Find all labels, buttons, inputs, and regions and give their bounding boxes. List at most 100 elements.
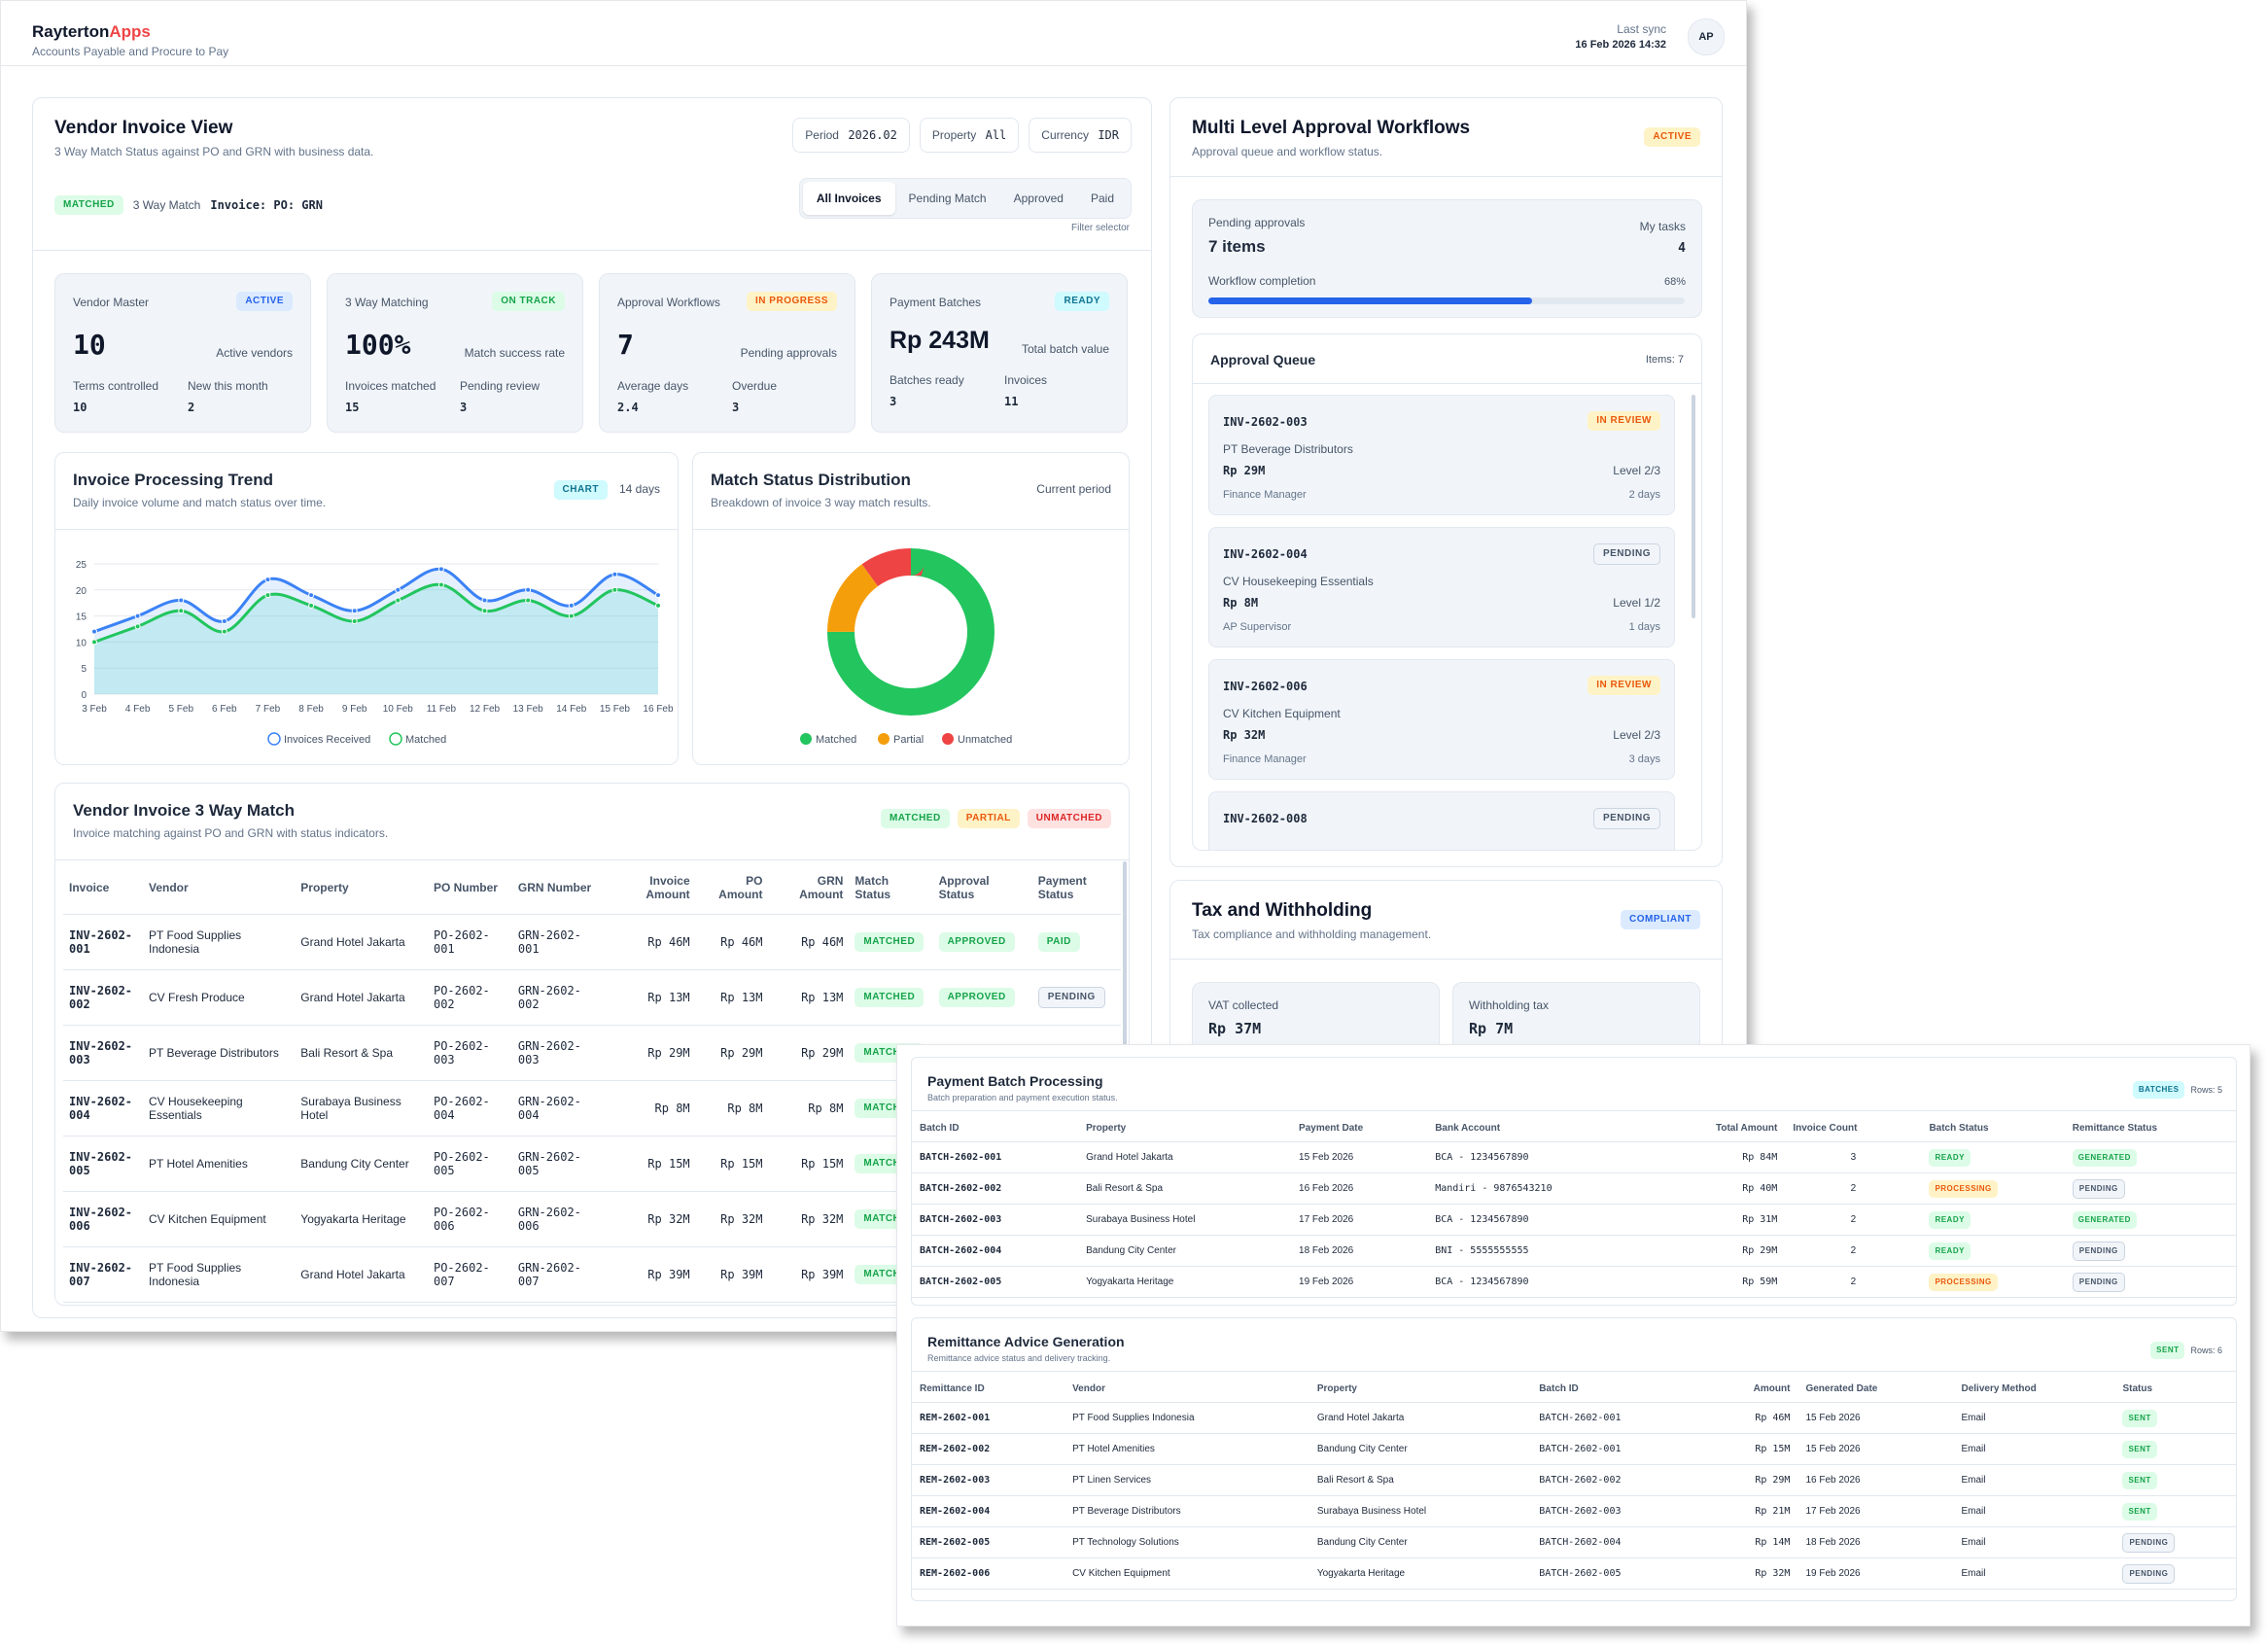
data-point[interactable] xyxy=(481,608,488,614)
data-point[interactable] xyxy=(178,608,185,614)
column-header[interactable]: Invoice Count xyxy=(1785,1114,1922,1142)
data-point[interactable] xyxy=(308,592,315,599)
column-header[interactable]: Match Status xyxy=(849,861,933,915)
column-header[interactable]: Invoice Amount xyxy=(603,861,696,915)
queue-list[interactable]: INV-2602-003 IN REVIEW PT Beverage Distrib… xyxy=(1208,395,1675,850)
column-header[interactable]: Payment Date xyxy=(1291,1114,1428,1142)
table-row[interactable]: INV-2602-002 CV Fresh Produce Grand Hotel … xyxy=(63,969,1121,1026)
kpi-3-way-matching[interactable]: 3 Way Matching ON TRACK 100% Match succe… xyxy=(327,273,583,433)
data-point[interactable] xyxy=(351,608,358,614)
data-point[interactable] xyxy=(481,597,488,604)
column-header[interactable]: Property xyxy=(1078,1114,1292,1142)
column-header[interactable]: Bank Account xyxy=(1427,1114,1654,1142)
column-header[interactable]: Batch ID xyxy=(912,1114,1079,1142)
column-header[interactable]: Status xyxy=(2114,1375,2236,1403)
column-header[interactable]: Batch ID xyxy=(1531,1375,1705,1403)
data-point[interactable] xyxy=(655,592,661,599)
column-header[interactable]: Amount xyxy=(1704,1375,1798,1403)
column-header[interactable]: Generated Date xyxy=(1797,1375,1954,1403)
kpi-approval-workflows[interactable]: Approval Workflows IN PROGRESS 7 Pending… xyxy=(599,273,855,433)
column-header[interactable]: Remittance ID xyxy=(912,1375,1065,1403)
legend-label[interactable]: Unmatched xyxy=(958,734,1012,746)
data-point[interactable] xyxy=(525,586,532,593)
table-row[interactable]: INV-2602-007 PT Food Supplies Indonesia Gr… xyxy=(63,1246,1121,1303)
table-row[interactable]: INV-2602-001 PT Food Supplies Indonesia Gr… xyxy=(63,914,1121,970)
avatar[interactable]: AP xyxy=(1688,18,1725,55)
data-point[interactable] xyxy=(437,566,444,573)
donut-slice[interactable] xyxy=(827,548,994,716)
column-header[interactable]: Property xyxy=(295,861,428,915)
data-point[interactable] xyxy=(525,597,532,604)
legend-label[interactable]: Matched xyxy=(816,734,856,746)
table-row[interactable]: BATCH-2602-001 Grand Hotel Jakarta 15 Feb … xyxy=(912,1141,2236,1173)
data-point[interactable] xyxy=(221,617,227,624)
amount-cell: Rp 46M xyxy=(1704,1402,1798,1434)
data-point[interactable] xyxy=(221,628,227,635)
table-row[interactable]: REM-2602-001 PT Food Supplies Indonesia Gr… xyxy=(912,1402,2236,1434)
data-point[interactable] xyxy=(351,617,358,624)
approval-queue-item[interactable]: INV-2602-008 PENDING xyxy=(1208,791,1675,850)
data-point[interactable] xyxy=(264,592,271,599)
table-row[interactable]: REM-2602-006 CV Kitchen Equipment Yogyakar… xyxy=(912,1557,2236,1590)
filter-currency[interactable]: Currency IDR xyxy=(1029,118,1132,153)
data-point[interactable] xyxy=(91,639,97,646)
tab-approved[interactable]: Approved xyxy=(1013,192,1064,205)
kpi-payment-batches[interactable]: Payment Batches READY Rp 243M Total batc… xyxy=(871,273,1128,433)
column-header[interactable]: PO Number xyxy=(427,861,512,915)
data-point[interactable] xyxy=(134,612,141,619)
table-row[interactable]: REM-2602-005 PT Technology Solutions Bandu… xyxy=(912,1526,2236,1558)
approval-queue-item[interactable]: INV-2602-003 IN REVIEW PT Beverage Distrib… xyxy=(1208,395,1675,515)
column-header[interactable]: Remittance Status xyxy=(2064,1114,2236,1142)
legend-label[interactable]: Partial xyxy=(893,734,924,746)
column-header[interactable]: Payment Status xyxy=(1031,861,1121,915)
column-header[interactable]: Invoice xyxy=(63,861,143,915)
table-row[interactable]: REM-2602-002 PT Hotel Amenities Bandung Ci… xyxy=(912,1433,2236,1465)
data-point[interactable] xyxy=(91,628,97,635)
table-row[interactable]: BATCH-2602-004 Bandung City Center 18 Feb … xyxy=(912,1235,2236,1267)
data-point[interactable] xyxy=(568,612,575,619)
data-point[interactable] xyxy=(655,602,661,609)
data-point[interactable] xyxy=(611,571,618,577)
data-point[interactable] xyxy=(437,581,444,588)
column-header[interactable]: PO Amount xyxy=(695,861,769,915)
queue-scrollbar[interactable] xyxy=(1692,395,1695,618)
trend-range[interactable]: 14 days xyxy=(618,482,660,496)
table-row[interactable]: BATCH-2602-003 Surabaya Business Hotel 17 … xyxy=(912,1204,2236,1236)
approval-queue-item[interactable]: INV-2602-004 PENDING CV Housekeeping Essen… xyxy=(1208,527,1675,647)
table-row[interactable]: REM-2602-004 PT Beverage Distributors Sura… xyxy=(912,1495,2236,1527)
data-point[interactable] xyxy=(264,577,271,583)
column-header[interactable]: Approval Status xyxy=(932,861,1032,915)
match-summary: MATCHED 3 Way Match Invoice: PO: GRN xyxy=(54,195,323,215)
filter-period[interactable]: Period 2026.02 xyxy=(792,118,910,153)
brand-accent: Apps xyxy=(109,22,151,41)
column-header[interactable]: GRN Amount xyxy=(768,861,850,915)
column-header[interactable]: Total Amount xyxy=(1653,1114,1786,1142)
bank-account-cell: BCA - 1234567890 xyxy=(1427,1141,1654,1173)
data-point[interactable] xyxy=(611,586,618,593)
data-point[interactable] xyxy=(568,602,575,609)
brand-logo[interactable]: RaytertonApps xyxy=(32,22,151,42)
table-row[interactable]: BATCH-2602-002 Bali Resort & Spa 16 Feb 20… xyxy=(912,1172,2236,1205)
column-header[interactable]: Delivery Method xyxy=(1953,1375,2115,1403)
data-point[interactable] xyxy=(395,597,401,604)
approval-queue-item[interactable]: INV-2602-006 IN REVIEW CV Kitchen Equipmen… xyxy=(1208,659,1675,780)
column-header[interactable]: Vendor xyxy=(1064,1375,1309,1403)
table-row[interactable]: BATCH-2602-005 Yogyakarta Heritage 19 Feb … xyxy=(912,1266,2236,1298)
tab-all-invoices[interactable]: All Invoices xyxy=(802,182,895,215)
data-point[interactable] xyxy=(178,597,185,604)
data-point[interactable] xyxy=(395,586,401,593)
table-row[interactable]: INV-2602-005 PT Hotel Amenities Bandung Ci… xyxy=(63,1136,1121,1192)
column-header[interactable]: Property xyxy=(1308,1375,1532,1403)
filter-property[interactable]: Property All xyxy=(919,118,1020,153)
legend-label[interactable]: Invoices Received xyxy=(284,734,370,746)
kpi-vendor-master[interactable]: Vendor Master ACTIVE 10 Active vendors T… xyxy=(54,273,311,433)
tab-pending-match[interactable]: Pending Match xyxy=(908,192,987,205)
column-header[interactable]: Batch Status xyxy=(1921,1114,2065,1142)
table-row[interactable]: REM-2602-003 PT Linen Services Bali Resort… xyxy=(912,1464,2236,1496)
column-header[interactable]: Vendor xyxy=(143,861,296,915)
tab-paid[interactable]: Paid xyxy=(1090,192,1114,205)
legend-label[interactable]: Matched xyxy=(405,734,446,746)
column-header[interactable]: GRN Number xyxy=(511,861,604,915)
data-point[interactable] xyxy=(308,602,315,609)
data-point[interactable] xyxy=(134,623,141,630)
